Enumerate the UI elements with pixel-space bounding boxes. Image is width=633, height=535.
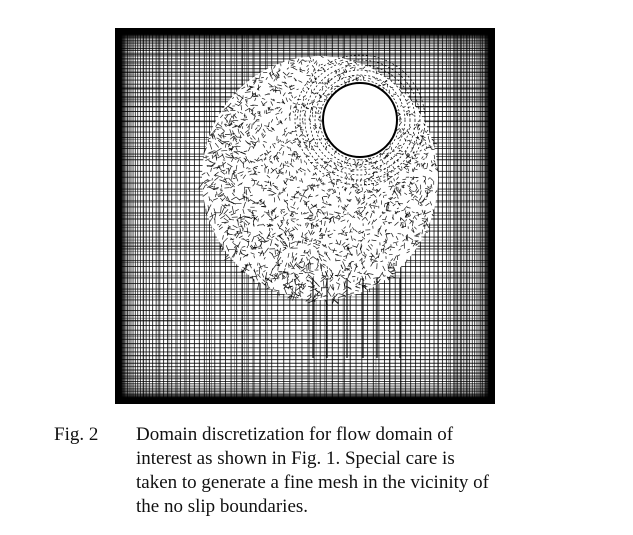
caption-line: the no slip boundaries. bbox=[136, 496, 309, 517]
mesh-figure bbox=[115, 28, 495, 404]
circular-hole-icon bbox=[322, 82, 398, 158]
caption-line: taken to generate a fine mesh in the vic… bbox=[136, 472, 489, 493]
caption-line: interest as shown in Fig. 1. Special car… bbox=[136, 448, 455, 469]
caption-text: Domain discretization for flow domain of… bbox=[136, 423, 606, 519]
caption-line: Domain discretization for flow domain of bbox=[136, 424, 454, 445]
wake-lines bbox=[312, 278, 401, 358]
mesh-diagram bbox=[115, 28, 495, 404]
domain-boundary bbox=[115, 28, 495, 404]
figure-label: Fig. 2 bbox=[54, 424, 99, 445]
